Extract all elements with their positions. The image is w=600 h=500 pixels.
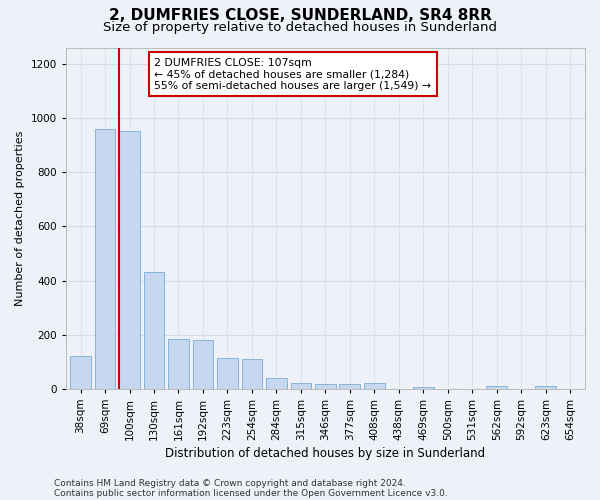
Bar — [535, 386, 556, 389]
Bar — [217, 358, 238, 389]
Bar — [290, 383, 311, 389]
Text: Size of property relative to detached houses in Sunderland: Size of property relative to detached ho… — [103, 21, 497, 34]
Bar — [70, 356, 91, 389]
Text: 2, DUMFRIES CLOSE, SUNDERLAND, SR4 8RR: 2, DUMFRIES CLOSE, SUNDERLAND, SR4 8RR — [109, 8, 491, 22]
Bar — [119, 132, 140, 389]
Bar — [143, 272, 164, 389]
Text: Contains HM Land Registry data © Crown copyright and database right 2024.
Contai: Contains HM Land Registry data © Crown c… — [54, 478, 448, 498]
Bar — [242, 359, 262, 389]
Text: 2 DUMFRIES CLOSE: 107sqm
← 45% of detached houses are smaller (1,284)
55% of sem: 2 DUMFRIES CLOSE: 107sqm ← 45% of detach… — [154, 58, 431, 91]
Bar — [95, 129, 115, 389]
Bar — [266, 378, 287, 389]
Bar — [168, 339, 189, 389]
Bar — [315, 384, 336, 389]
Bar — [364, 384, 385, 389]
Y-axis label: Number of detached properties: Number of detached properties — [15, 130, 25, 306]
Bar — [340, 384, 361, 389]
X-axis label: Distribution of detached houses by size in Sunderland: Distribution of detached houses by size … — [166, 447, 485, 460]
Bar — [193, 340, 214, 389]
Bar — [413, 386, 434, 389]
Bar — [487, 386, 507, 389]
